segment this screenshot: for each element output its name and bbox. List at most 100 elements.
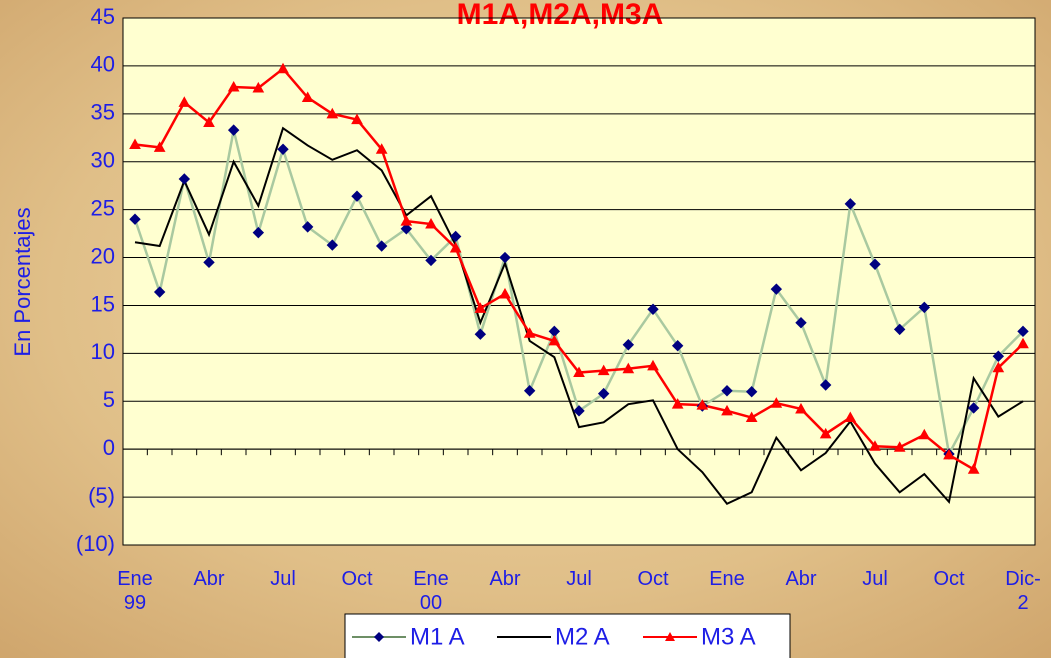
marker bbox=[1017, 325, 1029, 338]
marker bbox=[1017, 337, 1029, 349]
marker bbox=[869, 440, 881, 451]
marker bbox=[425, 254, 437, 267]
marker bbox=[203, 116, 215, 127]
marker bbox=[597, 387, 610, 400]
x-tick-label-line: Oct bbox=[637, 568, 669, 590]
marker bbox=[153, 141, 166, 152]
x-tick-label-line: Dic- bbox=[1005, 568, 1041, 590]
x-tick-label-line: Ene bbox=[413, 568, 449, 590]
x-tick-label-line: Ene bbox=[117, 568, 153, 590]
x-tick-label: Oct bbox=[933, 568, 965, 590]
marker bbox=[153, 286, 166, 298]
marker bbox=[129, 213, 141, 225]
x-tick-label-line: Jul bbox=[862, 568, 888, 590]
marker bbox=[819, 427, 832, 439]
legend-label: M3 A bbox=[701, 623, 756, 650]
y-tick-label: (10) bbox=[76, 531, 115, 556]
marker bbox=[548, 334, 561, 346]
x-tick-label-line: Oct bbox=[341, 568, 373, 590]
marker bbox=[178, 173, 191, 185]
x-tick-label: Abr bbox=[489, 568, 520, 590]
marker bbox=[992, 350, 1005, 362]
marker bbox=[301, 91, 314, 103]
y-tick-label: (5) bbox=[88, 483, 115, 508]
x-tick-label: Ene bbox=[709, 568, 745, 590]
marker bbox=[597, 364, 610, 376]
x-tick-label: Oct bbox=[341, 568, 373, 590]
x-tick-label: Oct bbox=[637, 568, 669, 590]
marker bbox=[400, 223, 413, 235]
marker bbox=[573, 366, 585, 378]
marker bbox=[252, 81, 265, 93]
marker bbox=[745, 411, 758, 423]
marker bbox=[474, 302, 487, 313]
marker bbox=[499, 251, 511, 264]
y-tick-label: 10 bbox=[91, 339, 115, 364]
marker bbox=[449, 230, 462, 243]
marker bbox=[893, 323, 906, 336]
y-tick-label: 0 bbox=[103, 435, 115, 460]
y-tick-label: 40 bbox=[91, 52, 115, 77]
y-tick-label: 15 bbox=[91, 291, 115, 316]
marker bbox=[844, 198, 857, 210]
marker bbox=[277, 62, 289, 74]
marker bbox=[671, 398, 684, 409]
marker bbox=[227, 80, 240, 92]
x-tick-label-line: Jul bbox=[270, 568, 296, 590]
marker bbox=[351, 190, 363, 202]
marker bbox=[301, 221, 314, 233]
y-tick-label: 20 bbox=[91, 243, 115, 268]
x-tick-label: Abr bbox=[193, 568, 224, 590]
marker bbox=[770, 283, 783, 295]
x-tick-label-line: Abr bbox=[489, 568, 520, 590]
marker bbox=[203, 256, 215, 269]
x-tick-label: Ene 99 bbox=[117, 568, 153, 614]
marker bbox=[374, 632, 384, 642]
marker bbox=[721, 385, 733, 397]
marker bbox=[967, 402, 980, 414]
marker bbox=[523, 385, 536, 397]
x-tick-label-line: Ene bbox=[709, 568, 745, 590]
marker bbox=[499, 287, 511, 299]
plot-area bbox=[122, 17, 1036, 546]
marker bbox=[622, 362, 635, 374]
x-tick-label-line: 00 bbox=[420, 592, 442, 614]
x-tick-label: Jul bbox=[566, 568, 592, 590]
marker bbox=[622, 339, 635, 351]
marker bbox=[400, 215, 413, 226]
y-tick-label: 35 bbox=[91, 100, 115, 125]
y-axis-label: En Porcentajes bbox=[10, 207, 35, 356]
legend bbox=[344, 613, 791, 658]
marker bbox=[227, 124, 240, 136]
marker bbox=[277, 143, 289, 155]
marker bbox=[795, 316, 807, 329]
marker bbox=[967, 463, 980, 474]
x-tick-label: Ene 00 bbox=[413, 568, 449, 614]
marker bbox=[893, 441, 906, 452]
marker bbox=[647, 303, 659, 315]
x-tick-label: Jul bbox=[862, 568, 888, 590]
marker bbox=[523, 327, 536, 338]
marker bbox=[449, 241, 462, 253]
x-tick-label: Jul bbox=[270, 568, 296, 590]
marker bbox=[943, 448, 955, 460]
x-tick-label-line: Abr bbox=[785, 568, 816, 590]
marker bbox=[375, 240, 388, 252]
legend-label: M2 A bbox=[555, 623, 610, 650]
marker bbox=[918, 301, 931, 314]
chart-title: M1A,M2A,M3A bbox=[457, 0, 664, 31]
x-tick-label-line: Oct bbox=[933, 568, 965, 590]
y-tick-label: 25 bbox=[91, 195, 115, 220]
marker bbox=[425, 217, 437, 229]
marker bbox=[326, 239, 339, 251]
marker bbox=[474, 328, 487, 340]
marker bbox=[918, 428, 931, 440]
marker bbox=[795, 402, 807, 414]
marker bbox=[869, 258, 881, 270]
marker bbox=[326, 107, 339, 119]
marker bbox=[696, 399, 709, 410]
marker bbox=[375, 143, 388, 154]
marker bbox=[770, 397, 783, 408]
marker bbox=[573, 405, 585, 417]
